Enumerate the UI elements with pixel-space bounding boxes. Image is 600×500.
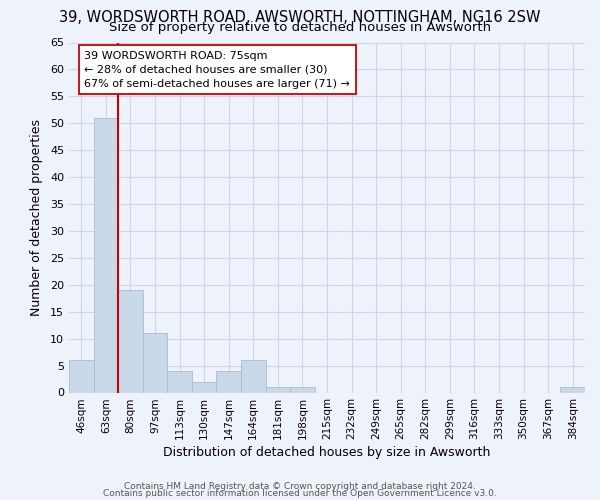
Bar [143,334,167,392]
Bar [192,382,217,392]
Y-axis label: Number of detached properties: Number of detached properties [30,119,43,316]
Bar [118,290,143,392]
X-axis label: Distribution of detached houses by size in Awsworth: Distribution of detached houses by size … [163,446,491,460]
Bar [94,118,118,392]
Bar [241,360,266,392]
Bar [217,371,241,392]
Bar [560,387,585,392]
Text: 39, WORDSWORTH ROAD, AWSWORTH, NOTTINGHAM, NG16 2SW: 39, WORDSWORTH ROAD, AWSWORTH, NOTTINGHA… [59,10,541,25]
Text: 39 WORDSWORTH ROAD: 75sqm
← 28% of detached houses are smaller (30)
67% of semi-: 39 WORDSWORTH ROAD: 75sqm ← 28% of detac… [85,50,350,88]
Bar [290,387,315,392]
Text: Contains public sector information licensed under the Open Government Licence v3: Contains public sector information licen… [103,488,497,498]
Bar [69,360,94,392]
Text: Size of property relative to detached houses in Awsworth: Size of property relative to detached ho… [109,22,491,35]
Bar [167,371,192,392]
Text: Contains HM Land Registry data © Crown copyright and database right 2024.: Contains HM Land Registry data © Crown c… [124,482,476,491]
Bar [266,387,290,392]
